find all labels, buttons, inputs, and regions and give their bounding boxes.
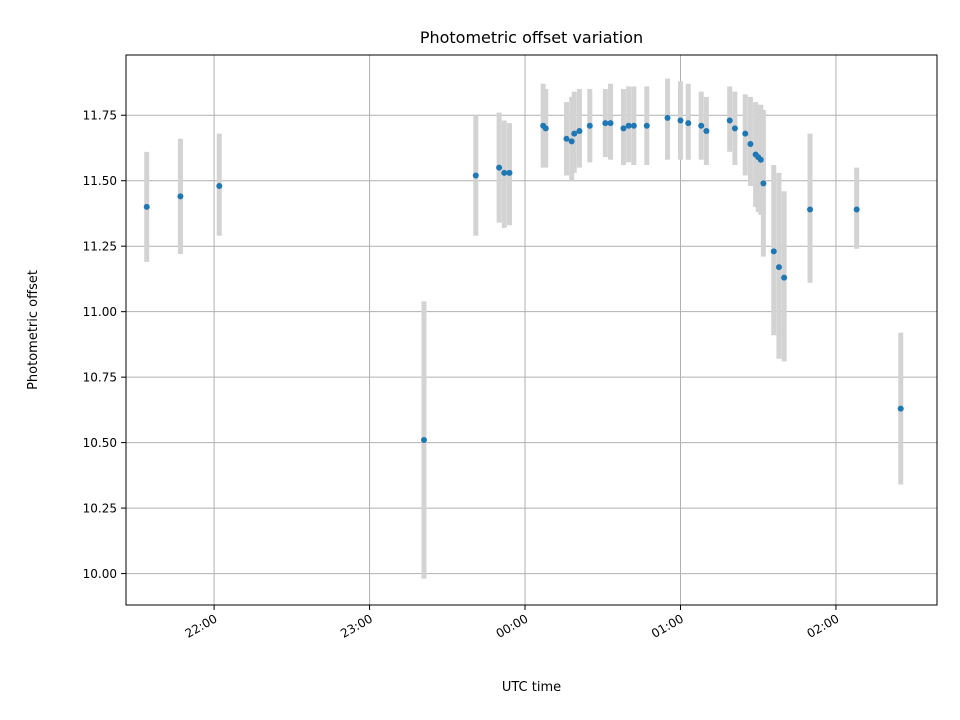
y-axis-label: Photometric offset	[26, 270, 41, 390]
data-point	[607, 120, 614, 127]
data-point	[496, 164, 503, 171]
data-point	[177, 193, 184, 200]
points	[143, 114, 904, 443]
plot-frame	[125, 54, 938, 606]
data-point	[781, 274, 788, 281]
data-point	[742, 130, 749, 137]
y-tick-label: 10.00	[83, 567, 117, 581]
data-point	[703, 127, 710, 134]
chart-title: Photometric offset variation	[420, 28, 643, 47]
y-tick-label: 11.75	[83, 109, 117, 123]
data-point	[731, 125, 738, 132]
data-point	[807, 206, 814, 213]
x-axis-label: UTC time	[502, 680, 561, 695]
data-point	[775, 264, 782, 271]
data-point	[143, 203, 150, 210]
data-point	[757, 156, 764, 163]
data-point	[770, 248, 777, 255]
y-tick-label: 11.00	[83, 305, 117, 319]
data-point	[897, 405, 904, 412]
y-tick-label: 10.75	[83, 371, 117, 385]
y-tick-label: 11.50	[83, 174, 117, 188]
data-point	[602, 120, 609, 127]
data-point	[685, 120, 692, 127]
data-point	[760, 180, 767, 187]
data-point	[420, 437, 427, 443]
data-point	[726, 117, 733, 124]
data-point	[501, 169, 508, 176]
data-point	[586, 122, 593, 129]
data-point	[571, 130, 578, 137]
data-point	[620, 125, 627, 132]
data-point	[747, 141, 754, 148]
y-tick-label: 10.50	[83, 436, 117, 450]
data-point	[698, 122, 705, 129]
data-point	[643, 122, 650, 129]
data-point	[853, 206, 860, 213]
y-tick-label: 11.25	[83, 240, 117, 254]
data-point	[677, 117, 684, 124]
data-point	[568, 138, 575, 145]
data-point	[216, 182, 223, 189]
data-point	[625, 122, 632, 129]
y-tick-label: 10.25	[83, 502, 117, 516]
data-point	[563, 135, 570, 142]
grid	[126, 55, 937, 605]
data-point	[506, 169, 513, 176]
data-point	[472, 172, 479, 179]
data-point	[542, 125, 549, 132]
data-point	[664, 114, 671, 121]
data-point	[576, 127, 583, 134]
data-point	[630, 122, 637, 129]
